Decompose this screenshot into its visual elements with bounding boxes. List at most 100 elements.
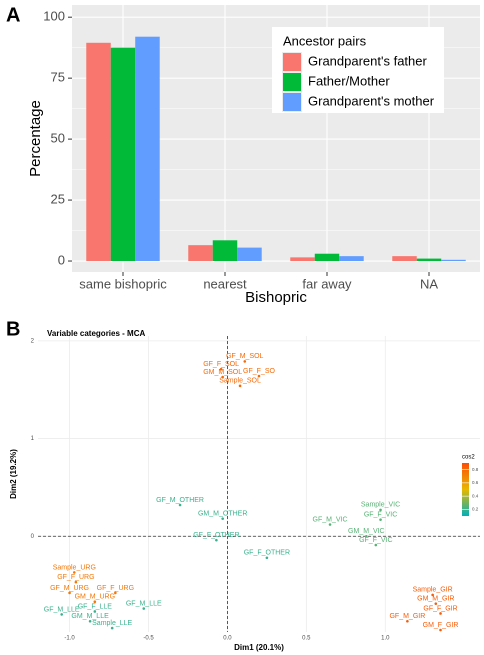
x-tick-label: same bishopric — [79, 276, 167, 291]
legend-key — [283, 73, 301, 91]
bar — [135, 36, 160, 262]
legend-label: Grandparent's mother — [308, 93, 435, 108]
point-label: Sample_GIR — [413, 587, 453, 594]
point — [243, 360, 247, 363]
panel-label: A — [6, 4, 20, 26]
point-label: GF_M_SOL — [226, 353, 263, 360]
point — [328, 523, 332, 526]
legend-key — [283, 53, 301, 71]
legend-label: Grandparent's father — [308, 53, 427, 68]
y-tick-label: 75 — [51, 70, 65, 85]
point — [215, 538, 218, 542]
point-label: GM_M_LLE — [71, 613, 109, 620]
chart-title: Variable categories - MCA — [47, 329, 145, 338]
point-label: GM_M_SOL — [203, 369, 242, 376]
y-axis-title: Dim2 (19.2%) — [9, 449, 18, 499]
bar — [212, 240, 238, 262]
point — [406, 619, 409, 623]
bar — [314, 253, 340, 262]
x-tick-label: 0.5 — [302, 636, 311, 642]
point-label: GF_F_URG — [97, 585, 134, 592]
point — [265, 556, 269, 560]
y-tick-label: 2 — [31, 338, 35, 344]
point-label: Sample_LLE — [92, 620, 132, 627]
point-label: GM_M_URG — [75, 594, 115, 601]
point-label: GF_F_SO — [243, 368, 275, 375]
point-label: GF_F_VIC — [359, 537, 392, 544]
point — [221, 517, 224, 520]
point-label: GF_F_GIR — [423, 605, 457, 612]
y-tick-label: 100 — [43, 9, 65, 24]
y-tick-label: 0 — [31, 534, 35, 540]
bar — [110, 47, 136, 262]
point-label: GM_F_GIR — [423, 622, 459, 629]
point — [257, 374, 261, 378]
point-label: GF_F_VIC — [364, 512, 397, 519]
point — [68, 591, 71, 595]
y-tick-label: 1 — [31, 436, 35, 442]
point — [178, 503, 182, 507]
point-label: GF_F_OTHER — [193, 532, 239, 539]
x-tick-label: NA — [420, 276, 438, 291]
point — [88, 619, 92, 623]
point — [60, 613, 63, 616]
point — [142, 607, 146, 610]
point — [114, 591, 117, 595]
point — [221, 375, 224, 379]
legend-title: Ancestor pairs — [283, 33, 367, 48]
bar — [441, 259, 466, 262]
x-tick-label: -0.5 — [143, 636, 154, 642]
x-axis-title: Dim1 (20.1%) — [234, 643, 284, 652]
point — [110, 626, 114, 630]
y-tick-label: 50 — [51, 131, 65, 146]
point — [439, 628, 442, 632]
point-label: GF_M_GIR — [389, 613, 425, 620]
point-label: GF_F_OTHER — [244, 550, 290, 557]
point-label: GF_F_SOL — [203, 361, 239, 368]
point — [431, 593, 434, 597]
point-label: Sample_VIC — [361, 502, 400, 509]
x-tick-label: far away — [302, 276, 352, 291]
point — [434, 602, 438, 605]
point — [365, 534, 368, 538]
point — [439, 612, 442, 615]
bar — [188, 245, 213, 262]
colorbar — [462, 463, 469, 516]
point-label: GF_M_LLE — [44, 606, 80, 613]
point — [374, 543, 378, 547]
x-tick-label: 0.0 — [223, 636, 232, 642]
point — [379, 518, 382, 521]
point — [379, 508, 382, 512]
point-label: GF_M_OTHER — [156, 497, 204, 504]
y-tick-label: 25 — [51, 192, 65, 207]
bar — [290, 257, 315, 262]
colorbar-tick-label: 0.6 — [472, 480, 479, 485]
x-tick-label: nearest — [203, 276, 247, 291]
colorbar-tick-label: 0.4 — [472, 493, 479, 498]
x-tick-label: 1.0 — [381, 636, 390, 642]
point-label: GF_F_URG — [57, 574, 94, 581]
legend-label: Father/Mother — [308, 73, 390, 88]
point-label: GF_F_LLE — [78, 603, 113, 610]
panel-label: B — [6, 318, 20, 340]
y-tick-label: 0 — [58, 252, 65, 267]
bar — [416, 258, 442, 262]
x-tick-label: -1.0 — [64, 636, 75, 642]
colorbar-tick-label: 0.8 — [472, 467, 479, 472]
point-label: Sample_SOL — [219, 378, 261, 385]
x-axis-title: Bishopric — [245, 289, 307, 306]
bar — [339, 256, 364, 262]
legend-title: cos2 — [462, 455, 475, 461]
point-label: GF_M_LLE — [126, 600, 162, 607]
legend-key — [283, 93, 301, 111]
point-label: GM_M_OTHER — [198, 511, 247, 518]
bar — [237, 247, 262, 262]
point — [74, 580, 78, 584]
point — [238, 384, 242, 388]
point-label: GM_M_GIR — [417, 596, 454, 603]
bar — [86, 42, 111, 262]
point-label: GF_M_VIC — [313, 516, 348, 523]
point — [93, 600, 97, 604]
point-label: GM_M_VIC — [348, 528, 385, 535]
